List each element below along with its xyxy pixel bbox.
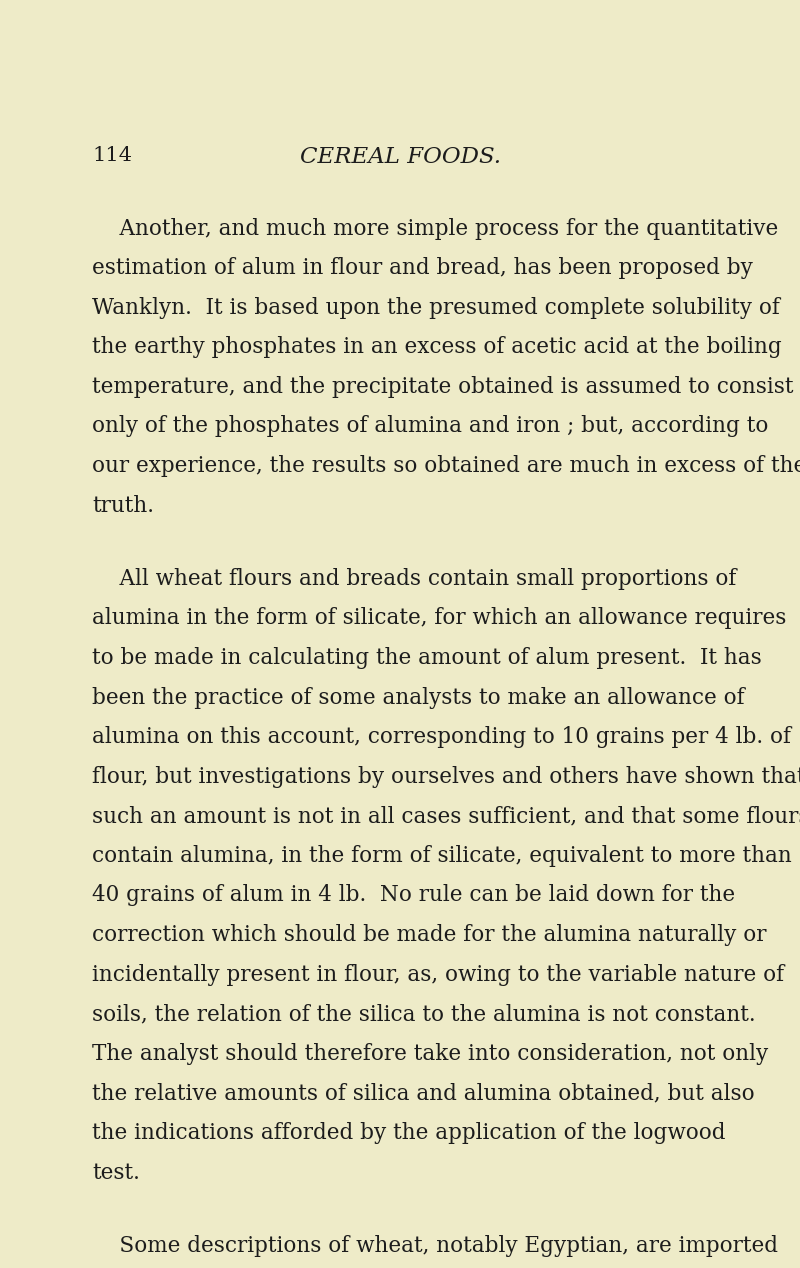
Text: 114: 114 [92,146,132,165]
Text: the relative amounts of silica and alumina obtained, but also: the relative amounts of silica and alumi… [92,1083,754,1104]
Text: flour, but investigations by ourselves and others have shown that: flour, but investigations by ourselves a… [92,766,800,787]
Text: correction which should be made for the alumina naturally or: correction which should be made for the … [92,924,766,946]
Text: alumina in the form of silicate, for which an allowance requires: alumina in the form of silicate, for whi… [92,607,786,629]
Text: the earthy phosphates in an excess of acetic acid at the boiling: the earthy phosphates in an excess of ac… [92,336,782,359]
Text: contain alumina, in the form of silicate, equivalent to more than: contain alumina, in the form of silicate… [92,844,792,867]
Text: to be made in calculating the amount of alum present.  It has: to be made in calculating the amount of … [92,647,762,670]
Text: such an amount is not in all cases sufficient, and that some flours: such an amount is not in all cases suffi… [92,805,800,827]
Text: our experience, the results so obtained are much in excess of the: our experience, the results so obtained … [92,455,800,477]
Text: CEREAL FOODS.: CEREAL FOODS. [299,146,501,167]
Text: Wanklyn.  It is based upon the presumed complete solubility of: Wanklyn. It is based upon the presumed c… [92,297,780,318]
Text: estimation of alum in flour and bread, has been proposed by: estimation of alum in flour and bread, h… [92,257,753,279]
Text: incidentally present in flour, as, owing to the variable nature of: incidentally present in flour, as, owing… [92,964,784,985]
Text: been the practice of some analysts to make an allowance of: been the practice of some analysts to ma… [92,686,745,709]
Text: temperature, and the precipitate obtained is assumed to consist: temperature, and the precipitate obtaine… [92,375,794,398]
Text: alumina on this account, corresponding to 10 grains per 4 lb. of: alumina on this account, corresponding t… [92,727,791,748]
Text: Another, and much more simple process for the quantitative: Another, and much more simple process fo… [92,218,778,240]
Text: test.: test. [92,1161,140,1183]
Text: the indications afforded by the application of the logwood: the indications afforded by the applicat… [92,1122,726,1144]
Text: truth.: truth. [92,495,154,516]
Text: soils, the relation of the silica to the alumina is not constant.: soils, the relation of the silica to the… [92,1003,756,1026]
Text: Some descriptions of wheat, notably Egyptian, are imported: Some descriptions of wheat, notably Egyp… [92,1235,778,1257]
Text: only of the phosphates of alumina and iron ; but, according to: only of the phosphates of alumina and ir… [92,416,768,437]
Text: 40 grains of alum in 4 lb.  No rule can be laid down for the: 40 grains of alum in 4 lb. No rule can b… [92,885,735,907]
Text: All wheat flours and breads contain small proportions of: All wheat flours and breads contain smal… [92,568,736,590]
Text: The analyst should therefore take into consideration, not only: The analyst should therefore take into c… [92,1042,768,1065]
